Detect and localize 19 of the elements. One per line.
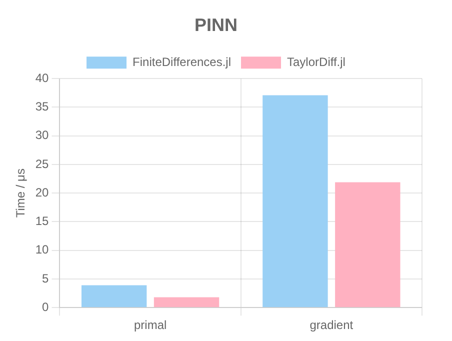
bar [154,297,220,308]
y-tick-label: 10 [35,242,50,257]
chart-title: PINN [194,14,238,35]
legend-label: FiniteDifferences.jl [132,54,232,69]
x-tick-label: primal [134,318,167,332]
y-tick-label: 15 [35,214,50,228]
y-tick-label: 20 [35,185,50,200]
bar [81,285,147,308]
bar [262,95,328,308]
bar [335,182,400,308]
y-tick-label: 5 [42,271,50,286]
y-tick-label: 30 [35,128,50,142]
y-tick-label: 35 [35,100,50,114]
legend-label: TaylorDiff.jl [287,54,346,69]
x-tick-label: gradient [310,318,354,332]
y-axis-title: Time / μs [14,168,28,218]
y-tick-label: 25 [35,156,50,171]
y-tick-label: 0 [42,300,50,314]
y-tick-label: 40 [35,70,50,85]
